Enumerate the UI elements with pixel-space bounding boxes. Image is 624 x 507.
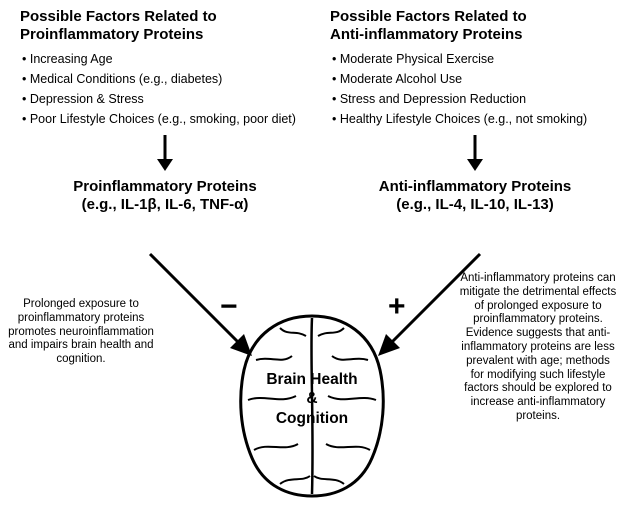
- right-protein-line1: Anti-inflammatory Proteins: [379, 178, 572, 195]
- right-down-arrow-wrap: [330, 135, 620, 176]
- left-down-arrow-wrap: [20, 135, 310, 176]
- right-factor-3: • Healthy Lifestyle Choices (e.g., not s…: [332, 110, 620, 128]
- left-caption: Prolonged exposure to proinflammatory pr…: [6, 298, 156, 367]
- left-factor-3: • Poor Lifestyle Choices (e.g., smoking,…: [22, 110, 310, 128]
- right-factor-2: • Stress and Depression Reduction: [332, 90, 620, 108]
- right-diagonal-arrow-icon: [360, 248, 490, 368]
- brain-line1: Brain Health: [266, 371, 357, 388]
- right-column: Possible Factors Related to Anti-inflamm…: [330, 8, 620, 214]
- brain-line2: &: [306, 390, 317, 407]
- right-header-line2: Anti-inflammatory Proteins: [330, 26, 523, 43]
- left-header: Possible Factors Related to Proinflammat…: [20, 8, 310, 44]
- brain-label: Brain Health & Cognition: [230, 370, 394, 428]
- left-factor-0: • Increasing Age: [22, 50, 310, 68]
- left-factor-list: • Increasing Age • Medical Conditions (e…: [20, 50, 310, 137]
- right-factor-0: • Moderate Physical Exercise: [332, 50, 620, 68]
- right-header-line1: Possible Factors Related to: [330, 8, 527, 25]
- left-header-line1: Possible Factors Related to: [20, 8, 217, 25]
- right-protein-line2: (e.g., IL-4, IL-10, IL-13): [396, 196, 554, 213]
- right-header: Possible Factors Related to Anti-inflamm…: [330, 8, 620, 44]
- right-protein-label: Anti-inflammatory Proteins (e.g., IL-4, …: [330, 178, 620, 214]
- right-factor-1: • Moderate Alcohol Use: [332, 70, 620, 88]
- left-header-line2: Proinflammatory Proteins: [20, 26, 203, 43]
- left-column: Possible Factors Related to Proinflammat…: [20, 8, 310, 214]
- left-protein-label: Proinflammatory Proteins (e.g., IL-1β, I…: [20, 178, 310, 214]
- left-factor-2: • Depression & Stress: [22, 90, 310, 108]
- right-factor-list: • Moderate Physical Exercise • Moderate …: [330, 50, 620, 137]
- left-factor-1: • Medical Conditions (e.g., diabetes): [22, 70, 310, 88]
- left-protein-line1: Proinflammatory Proteins: [73, 178, 256, 195]
- left-diagonal-arrow-icon: [140, 248, 270, 368]
- left-protein-line2: (e.g., IL-1β, IL-6, TNF-α): [82, 196, 249, 213]
- brain-line3: Cognition: [276, 410, 348, 427]
- down-arrow-icon: [150, 135, 180, 171]
- down-arrow-icon: [460, 135, 490, 171]
